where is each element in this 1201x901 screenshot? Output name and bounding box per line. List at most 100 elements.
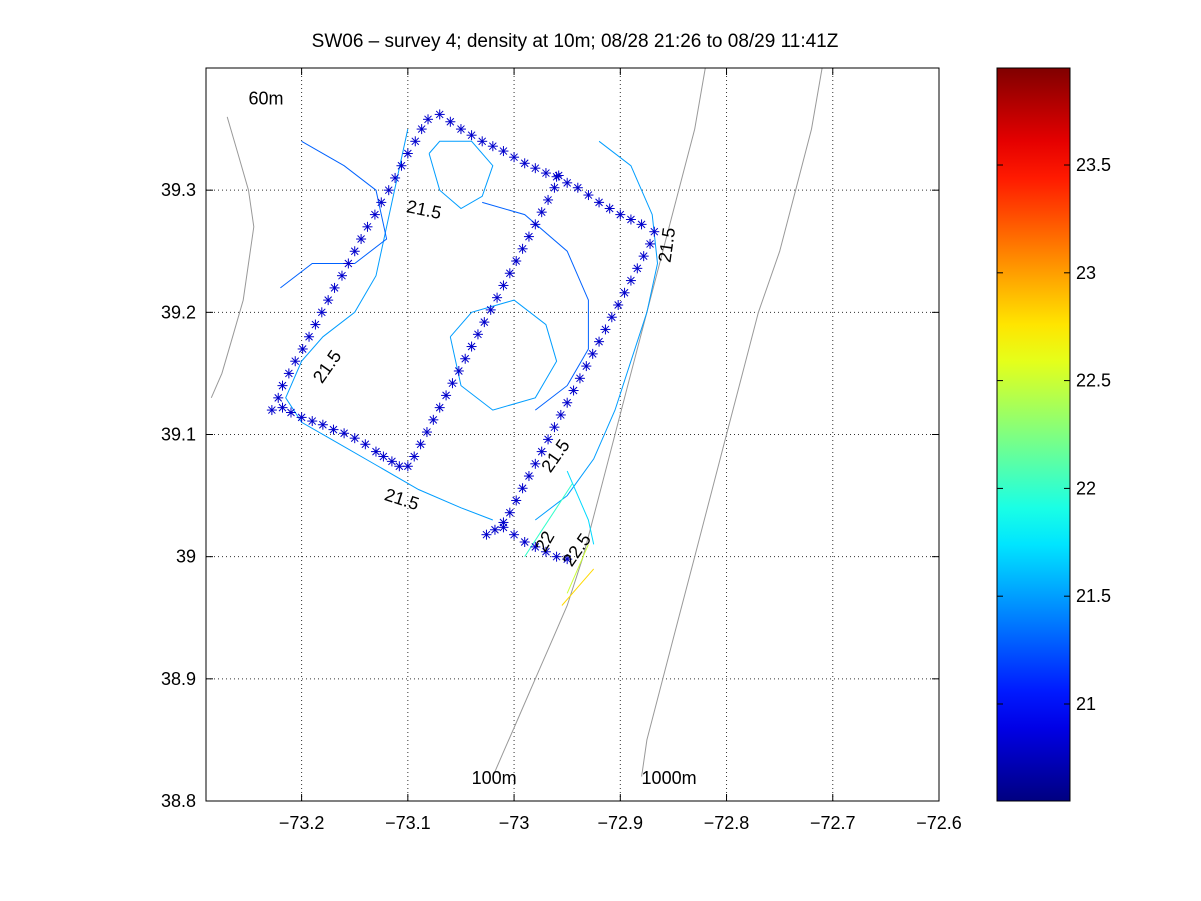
station-marker — [447, 378, 458, 389]
plot-area — [206, 68, 939, 801]
station-marker — [581, 361, 592, 372]
station-marker — [472, 329, 483, 340]
density-contour — [482, 201, 589, 411]
station-marker — [378, 451, 389, 462]
station-marker — [504, 268, 515, 279]
colorbar-tick-label: 23 — [1076, 263, 1096, 283]
station-marker — [619, 287, 630, 298]
station-marker — [625, 214, 636, 225]
y-tick-label: 39.1 — [161, 425, 196, 445]
station-marker — [519, 158, 530, 169]
station-marker — [517, 483, 528, 494]
station-marker — [487, 141, 498, 152]
station-marker — [285, 407, 296, 418]
station-marker — [441, 390, 452, 401]
depth-annotation: 1000m — [642, 768, 697, 788]
station-marker — [277, 380, 288, 391]
station-marker — [551, 551, 562, 562]
station-marker — [277, 402, 288, 413]
depth-annotation: 60m — [248, 89, 283, 109]
station-marker — [492, 292, 503, 303]
station-marker — [460, 353, 471, 364]
x-tick-label: −72.7 — [810, 813, 856, 833]
density-contour — [428, 140, 494, 210]
depth-annotations: 60m 100m 1000m — [248, 89, 696, 788]
density-contour — [285, 128, 493, 521]
y-axis-ticks: 38.8 38.9 39 39.1 39.2 39.3 — [161, 180, 939, 811]
density-contour — [561, 568, 595, 606]
station-marker — [376, 197, 387, 208]
depth-annotation: 100m — [472, 768, 517, 788]
station-marker — [562, 397, 573, 408]
colorbar: 21 21.5 22 22.5 23 23.5 — [996, 67, 1111, 802]
station-marker — [600, 324, 611, 335]
station-marker — [434, 109, 445, 120]
station-marker — [606, 312, 617, 323]
station-marker — [296, 412, 307, 423]
station-marker — [536, 207, 547, 218]
station-marker — [466, 341, 477, 352]
station-marker — [562, 554, 573, 565]
station-marker — [625, 275, 636, 286]
station-marker — [583, 190, 594, 201]
y-tick-label: 38.9 — [161, 669, 196, 689]
station-marker — [455, 124, 466, 135]
station-marker — [638, 251, 649, 262]
station-marker — [511, 256, 522, 267]
station-marker — [415, 439, 426, 450]
station-marker — [568, 385, 579, 396]
station-marker — [523, 471, 534, 482]
station-marker — [290, 356, 301, 367]
colorbar-ticks: 21 21.5 22 22.5 23 23.5 — [997, 155, 1111, 714]
station-marker — [509, 152, 520, 163]
station-marker — [273, 392, 284, 403]
station-markers — [266, 109, 660, 565]
station-marker — [396, 160, 407, 171]
station-marker — [317, 419, 328, 430]
station-marker — [562, 177, 573, 188]
bathymetry-contour-1000m — [641, 67, 823, 777]
station-marker — [349, 246, 360, 257]
density-contour — [449, 299, 558, 411]
station-marker — [481, 529, 492, 540]
station-marker — [336, 270, 347, 281]
density-contour — [566, 470, 595, 545]
bathymetry-contour-100m — [492, 67, 706, 777]
station-marker — [553, 170, 564, 181]
x-tick-label: −73.1 — [385, 813, 431, 833]
station-marker — [370, 446, 381, 457]
station-marker — [489, 524, 500, 535]
station-marker — [349, 433, 360, 444]
station-marker — [266, 405, 277, 416]
colorbar-tick-label: 21.5 — [1076, 586, 1111, 606]
station-marker — [536, 446, 547, 457]
station-marker — [402, 461, 413, 472]
colorbar-tick-label: 22.5 — [1076, 371, 1111, 391]
station-marker — [428, 414, 439, 425]
station-marker — [549, 182, 560, 193]
station-marker — [390, 172, 401, 183]
station-marker — [543, 194, 554, 205]
station-marker — [485, 304, 496, 315]
station-marker — [434, 402, 445, 413]
colorbar-gradient — [996, 67, 1071, 802]
chart-title: SW06 – survey 4; density at 10m; 08/28 2… — [312, 31, 839, 52]
station-marker — [386, 456, 397, 467]
station-marker — [356, 234, 367, 245]
station-marker — [645, 238, 656, 249]
station-marker — [517, 243, 528, 254]
station-marker — [466, 130, 477, 141]
station-marker — [329, 282, 340, 293]
station-marker — [504, 507, 515, 518]
station-marker — [498, 280, 509, 291]
station-marker — [343, 258, 354, 269]
contour-label: 21.5 — [655, 226, 680, 263]
station-marker — [453, 365, 464, 376]
y-tick-label: 39.2 — [161, 302, 196, 322]
station-marker — [511, 495, 522, 506]
station-marker — [555, 409, 566, 420]
station-marker — [613, 300, 624, 311]
x-tick-label: −72.9 — [598, 813, 644, 833]
station-marker — [416, 124, 427, 135]
